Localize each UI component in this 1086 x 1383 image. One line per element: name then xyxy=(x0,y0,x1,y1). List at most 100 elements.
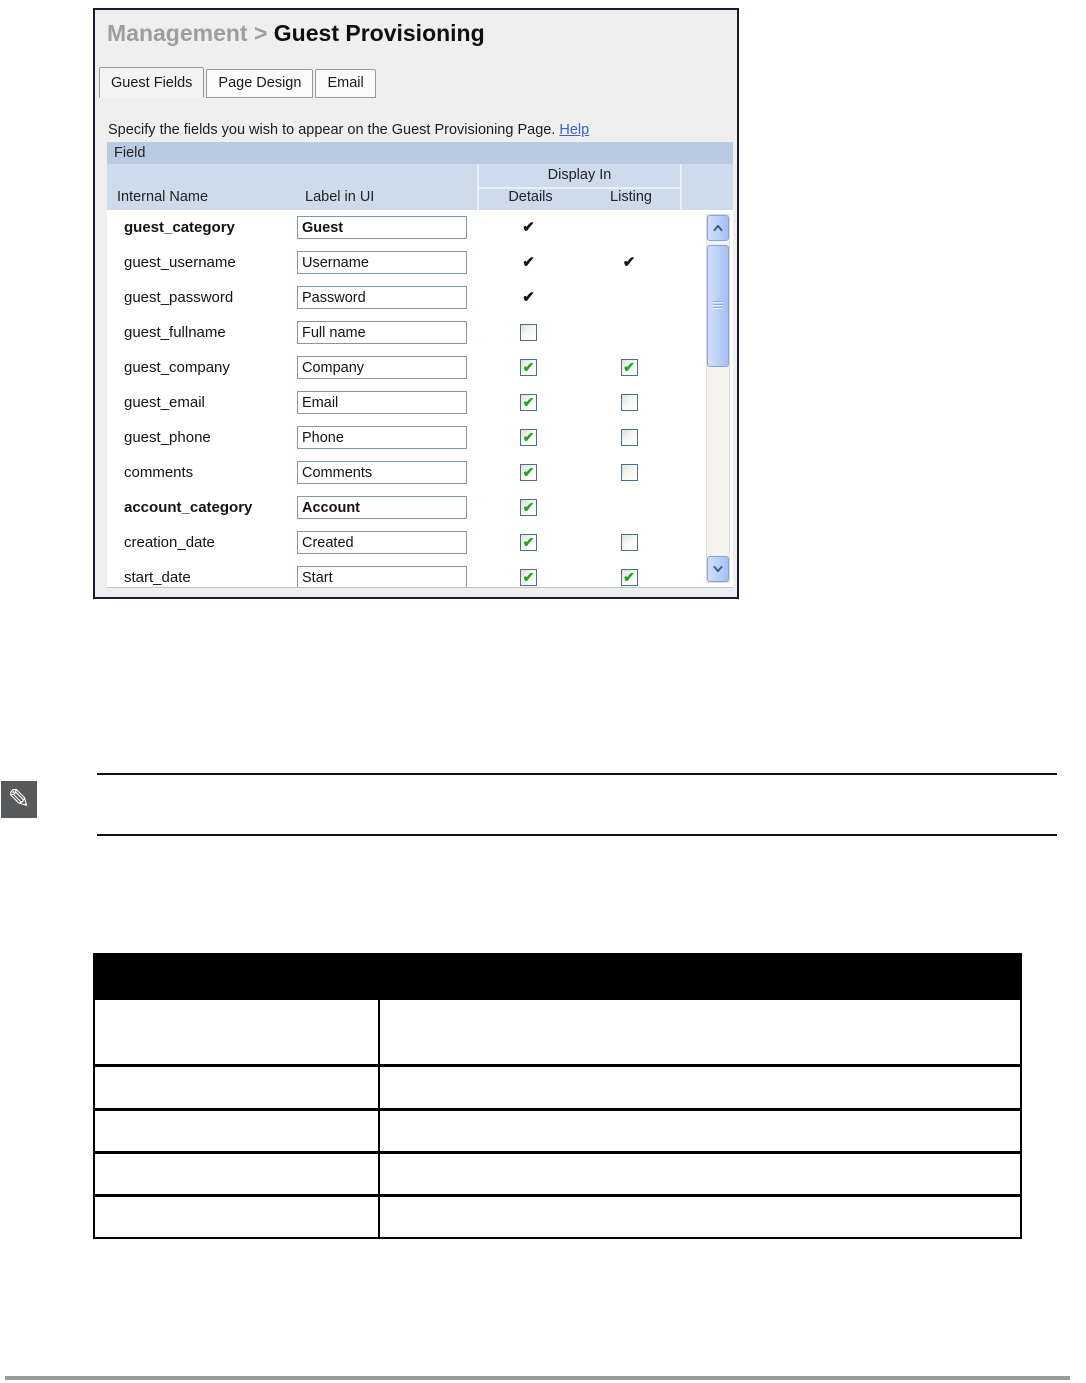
internal-name-cell: comments xyxy=(124,464,194,481)
label-cell xyxy=(297,531,477,554)
checkbox-unchecked[interactable] xyxy=(520,323,537,341)
table-row: comments ✔ xyxy=(107,455,703,490)
column-header-internal-name: Internal Name xyxy=(117,189,209,205)
checkbox-unchecked[interactable] xyxy=(620,463,638,481)
pencil-note-icon: ✎ xyxy=(1,781,37,818)
internal-name-cell: guest_email xyxy=(124,394,205,411)
header-divider xyxy=(479,187,680,189)
table-row: start_date ✔ ✔ xyxy=(107,560,703,587)
vertical-scrollbar[interactable] xyxy=(706,214,730,583)
reference-table-cell xyxy=(380,1154,1020,1194)
reference-table-cell xyxy=(380,1111,1020,1151)
chevron-up-icon xyxy=(713,224,723,232)
checkbox-checked[interactable]: ✔ xyxy=(520,533,537,551)
page-footer-rule xyxy=(5,1376,1070,1380)
internal-name-cell: account_category xyxy=(124,499,253,516)
label-input[interactable] xyxy=(297,426,467,449)
checkbox-checked[interactable]: ✔ xyxy=(520,463,537,481)
label-input[interactable] xyxy=(297,216,467,239)
details-cell: ✔ xyxy=(477,358,580,377)
reference-table-header xyxy=(95,955,1020,1000)
column-header-details: Details xyxy=(508,189,553,205)
details-cell: ✔ xyxy=(477,568,580,587)
scroll-down-button[interactable] xyxy=(707,556,729,582)
internal-name-cell: guest_password xyxy=(124,289,234,306)
checkbox-checked[interactable]: ✔ xyxy=(620,568,638,586)
instruction-text: Specify the fields you wish to appear on… xyxy=(108,122,590,138)
internal-name-cell: guest_fullname xyxy=(124,324,226,341)
checkbox-unchecked[interactable] xyxy=(620,393,638,411)
listing-cell xyxy=(580,393,678,412)
reference-table-row xyxy=(95,1151,1020,1194)
tab-email[interactable]: Email xyxy=(315,69,376,98)
label-cell xyxy=(297,496,477,519)
scrollbar-thumb[interactable] xyxy=(707,245,729,367)
label-input[interactable] xyxy=(297,251,467,274)
reference-table-cell xyxy=(380,1067,1020,1108)
tab-guest-fields[interactable]: Guest Fields xyxy=(99,67,205,98)
note-bottom-rule xyxy=(97,834,1057,836)
label-input[interactable] xyxy=(297,356,467,379)
table-row: guest_password ✔ xyxy=(107,280,703,315)
table-row: account_category ✔ xyxy=(107,490,703,525)
reference-table-row xyxy=(95,1194,1020,1237)
table-row: guest_email ✔ xyxy=(107,385,703,420)
table-row: guest_phone ✔ xyxy=(107,420,703,455)
table-row: guest_company ✔ ✔ xyxy=(107,350,703,385)
breadcrumb: Management > Guest Provisioning xyxy=(107,20,485,47)
checkbox-checked[interactable]: ✔ xyxy=(520,428,537,446)
reference-table-row xyxy=(95,1108,1020,1151)
label-input[interactable] xyxy=(297,321,467,344)
help-link[interactable]: Help xyxy=(559,122,590,138)
label-cell xyxy=(297,426,477,449)
checkbox-unchecked[interactable] xyxy=(620,533,638,551)
listing-cell xyxy=(580,428,678,447)
breadcrumb-parent[interactable]: Management > xyxy=(107,20,274,46)
column-divider xyxy=(477,164,479,210)
details-cell: ✔ xyxy=(477,218,580,237)
reference-table-row xyxy=(95,1000,1020,1064)
label-cell xyxy=(297,286,477,309)
label-input[interactable] xyxy=(297,531,467,554)
internal-name-cell: guest_phone xyxy=(124,429,211,446)
reference-table xyxy=(93,953,1022,1239)
scroll-up-button[interactable] xyxy=(707,215,729,241)
reference-table-cell xyxy=(95,1111,380,1151)
table-row: guest_fullname xyxy=(107,315,703,350)
reference-table-cell xyxy=(95,1000,380,1064)
checkmark-icon: ✔ xyxy=(522,219,535,236)
label-input[interactable] xyxy=(297,566,467,587)
table-row: guest_category ✔ xyxy=(107,210,703,245)
label-input[interactable] xyxy=(297,461,467,484)
note-top-rule xyxy=(97,773,1057,775)
column-header-label-in-ui: Label in UI xyxy=(305,189,375,205)
reference-table-cell xyxy=(380,1000,1020,1064)
label-input[interactable] xyxy=(297,496,467,519)
internal-name-cell: guest_username xyxy=(124,254,236,271)
chevron-down-icon xyxy=(713,565,723,573)
checkbox-checked[interactable]: ✔ xyxy=(620,358,638,376)
field-rows: guest_category ✔ guest_username ✔ ✔ guest_pas… xyxy=(107,210,703,587)
column-divider xyxy=(680,164,682,210)
label-cell xyxy=(297,566,477,587)
details-cell: ✔ xyxy=(477,533,580,552)
internal-name-cell: guest_category xyxy=(124,219,235,236)
label-cell xyxy=(297,356,477,379)
details-cell: ✔ xyxy=(477,463,580,482)
details-cell: ✔ xyxy=(477,253,580,272)
tab-page-design[interactable]: Page Design xyxy=(206,69,314,98)
checkbox-checked[interactable]: ✔ xyxy=(520,498,537,516)
checkbox-checked[interactable]: ✔ xyxy=(520,358,537,376)
checkmark-icon: ✔ xyxy=(522,254,535,271)
column-header-display-in: Display In xyxy=(547,167,612,183)
checkbox-unchecked[interactable] xyxy=(620,428,638,446)
label-input[interactable] xyxy=(297,391,467,414)
guest-provisioning-screenshot: Management > Guest Provisioning Guest Fi… xyxy=(93,8,739,599)
label-cell xyxy=(297,391,477,414)
checkbox-checked[interactable]: ✔ xyxy=(520,393,537,411)
checkbox-checked[interactable]: ✔ xyxy=(520,568,537,586)
internal-name-cell: guest_company xyxy=(124,359,230,376)
details-cell: ✔ xyxy=(477,428,580,447)
label-input[interactable] xyxy=(297,286,467,309)
listing-cell xyxy=(580,533,678,552)
